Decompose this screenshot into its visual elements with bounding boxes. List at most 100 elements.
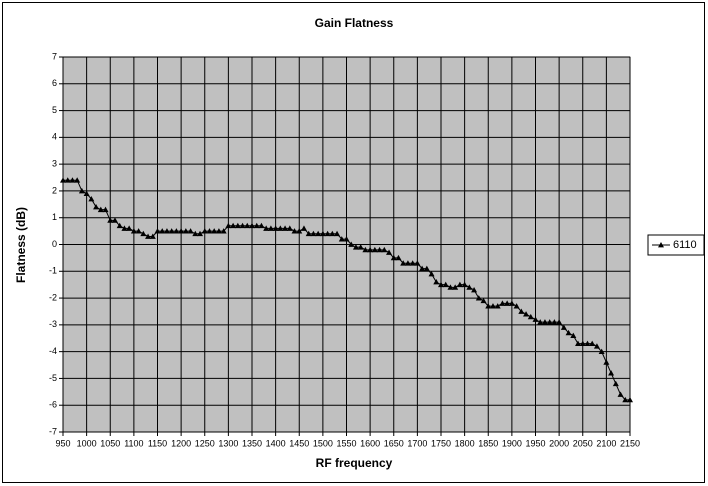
x-tick-label: 1150 bbox=[148, 438, 167, 448]
marker bbox=[324, 230, 331, 237]
marker bbox=[608, 370, 615, 376]
marker bbox=[423, 265, 430, 272]
marker bbox=[310, 230, 317, 237]
marker bbox=[83, 190, 90, 197]
y-tick-label: 0 bbox=[52, 239, 57, 249]
marker bbox=[357, 244, 364, 250]
marker bbox=[409, 260, 416, 266]
x-tick-label: 2150 bbox=[620, 438, 640, 448]
x-tick-label: 2000 bbox=[549, 438, 569, 448]
marker bbox=[267, 225, 274, 231]
marker bbox=[277, 225, 284, 231]
x-tick-label: 1850 bbox=[478, 438, 498, 448]
x-tick-label: 2050 bbox=[573, 438, 593, 448]
marker bbox=[305, 230, 312, 237]
marker bbox=[456, 281, 463, 288]
marker bbox=[107, 217, 114, 223]
marker bbox=[400, 260, 407, 266]
marker bbox=[367, 246, 374, 253]
x-tick-label: 1450 bbox=[289, 438, 309, 448]
marker bbox=[286, 225, 293, 231]
marker bbox=[395, 254, 402, 261]
marker bbox=[598, 348, 605, 355]
marker bbox=[116, 222, 123, 229]
y-tick-label: 5 bbox=[52, 105, 57, 115]
x-tick-label: 950 bbox=[55, 438, 70, 448]
marker bbox=[589, 340, 596, 347]
y-tick-label: 6 bbox=[52, 78, 57, 88]
marker bbox=[371, 246, 378, 253]
marker bbox=[428, 270, 435, 277]
marker bbox=[60, 177, 66, 183]
marker bbox=[211, 228, 218, 234]
y-tick-label: 7 bbox=[52, 51, 57, 61]
y-tick-label: 3 bbox=[52, 159, 57, 169]
marker bbox=[532, 316, 539, 322]
y-tick-label: 2 bbox=[52, 185, 57, 195]
marker bbox=[126, 225, 133, 231]
marker bbox=[386, 249, 393, 255]
marker bbox=[78, 187, 85, 194]
x-tick-label: 1650 bbox=[384, 438, 404, 448]
marker bbox=[230, 222, 237, 229]
y-tick-label: -3 bbox=[49, 319, 57, 329]
marker bbox=[419, 265, 426, 272]
marker bbox=[154, 228, 161, 234]
marker bbox=[215, 228, 222, 234]
marker bbox=[296, 228, 303, 234]
marker bbox=[282, 225, 289, 231]
marker bbox=[130, 228, 137, 234]
marker bbox=[414, 260, 421, 266]
x-tick-label: 1950 bbox=[525, 438, 545, 448]
marker bbox=[334, 230, 341, 237]
x-axis-label: RF frequency bbox=[316, 456, 393, 470]
marker bbox=[315, 230, 322, 237]
y-tick-label: -1 bbox=[49, 266, 57, 276]
marker bbox=[471, 287, 478, 293]
marker bbox=[300, 225, 307, 231]
marker bbox=[546, 319, 553, 325]
y-tick-label: 4 bbox=[52, 132, 57, 142]
marker bbox=[494, 303, 501, 309]
x-tick-label: 1750 bbox=[431, 438, 451, 448]
marker bbox=[485, 303, 492, 309]
marker bbox=[381, 246, 388, 253]
marker bbox=[135, 228, 142, 234]
marker bbox=[173, 228, 180, 234]
marker bbox=[466, 284, 473, 290]
marker bbox=[442, 281, 449, 288]
y-tick-label: -4 bbox=[49, 346, 57, 356]
marker bbox=[390, 254, 397, 261]
marker bbox=[192, 230, 199, 237]
x-tick-label: 1050 bbox=[100, 438, 120, 448]
x-tick-label: 1400 bbox=[266, 438, 286, 448]
x-tick-label: 1800 bbox=[455, 438, 475, 448]
y-tick-label: -2 bbox=[49, 292, 57, 302]
marker bbox=[527, 313, 534, 320]
marker bbox=[225, 222, 232, 229]
marker bbox=[319, 230, 326, 237]
marker bbox=[537, 319, 544, 325]
marker bbox=[329, 230, 336, 237]
marker bbox=[338, 236, 345, 242]
x-tick-label: 1300 bbox=[218, 438, 238, 448]
x-tick-label: 1700 bbox=[407, 438, 427, 448]
marker bbox=[447, 284, 454, 290]
marker bbox=[622, 396, 629, 403]
marker bbox=[551, 319, 558, 325]
marker bbox=[149, 233, 156, 239]
marker bbox=[239, 222, 246, 229]
legend-label: 6110 bbox=[673, 239, 697, 251]
marker bbox=[187, 228, 194, 234]
marker bbox=[64, 177, 71, 183]
marker bbox=[593, 343, 600, 349]
marker bbox=[145, 233, 152, 239]
marker bbox=[612, 380, 619, 387]
marker bbox=[579, 340, 586, 347]
marker bbox=[206, 228, 213, 234]
x-tick-label: 1900 bbox=[502, 438, 522, 448]
y-tick-label: -5 bbox=[49, 373, 57, 383]
y-tick-label: -6 bbox=[49, 400, 57, 410]
marker bbox=[565, 329, 572, 336]
